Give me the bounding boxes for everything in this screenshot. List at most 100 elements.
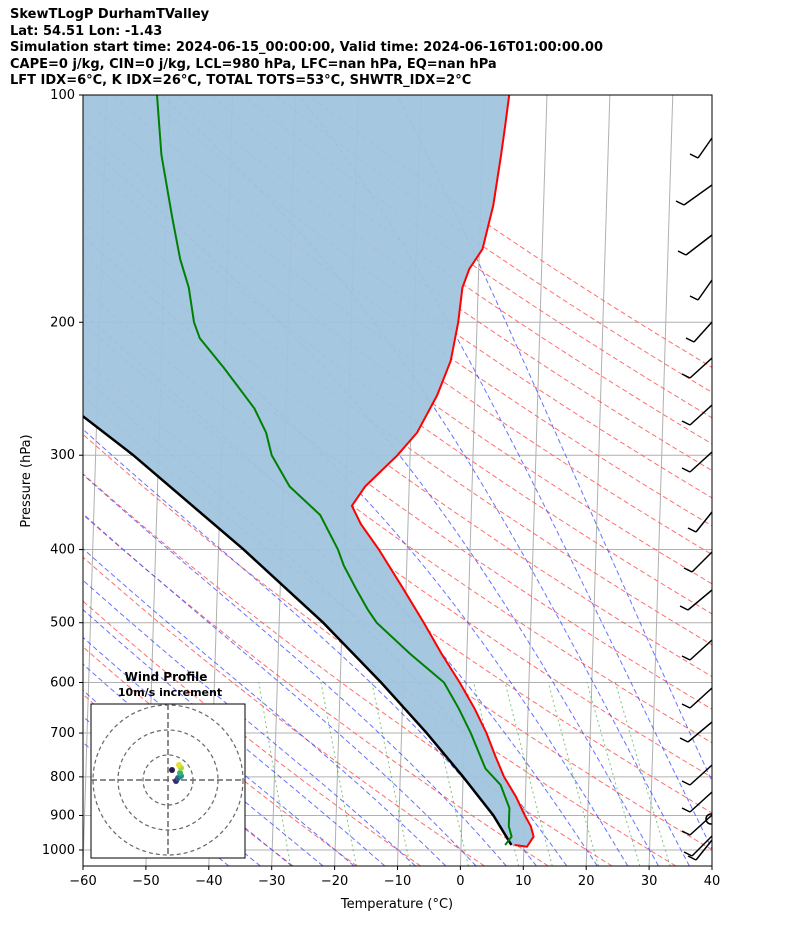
wind-barb-flag — [687, 527, 697, 533]
moist-adiabat — [298, 95, 712, 851]
wind-barb — [689, 451, 712, 473]
wind-barb — [683, 184, 712, 206]
isotherm-line — [711, 849, 712, 866]
wind-barb-flag — [683, 851, 693, 857]
location-line: Lat: 54.51 Lon: -1.43 — [10, 23, 163, 39]
chart-header: SkewTLogP DurhamTValley Lat: 54.51 Lon: … — [10, 7, 603, 90]
wind-barb — [687, 589, 712, 611]
x-tick-label: −60 — [69, 874, 96, 889]
x-tick-label: −40 — [195, 874, 222, 889]
wind-barb-flag — [681, 807, 691, 813]
wind-barb — [691, 551, 712, 573]
y-tick-label: 400 — [50, 543, 75, 558]
dry-adiabat — [83, 97, 712, 556]
mixing-ratio-line — [371, 682, 411, 866]
chart-title: SkewTLogP DurhamTValley — [10, 7, 210, 22]
dry-adiabat — [111, 95, 712, 527]
wind-barb — [689, 687, 712, 709]
dry-adiabat — [83, 287, 712, 744]
dry-adiabat — [83, 253, 712, 710]
wind-barb-flag — [683, 567, 693, 573]
calm-wind-circle — [705, 813, 712, 825]
moist-adiabat — [83, 636, 355, 866]
dry-adiabat — [83, 600, 421, 866]
isotherm-line — [648, 95, 674, 866]
moist-adiabat — [83, 235, 629, 866]
wind-barb — [689, 764, 712, 786]
temperature-line — [350, 95, 535, 848]
wind-barb-flag — [681, 703, 691, 709]
mixing-ratio-line — [426, 682, 469, 866]
mixing-ratio-line — [547, 682, 599, 866]
x-tick-label: −50 — [132, 874, 159, 889]
wind-barb — [697, 279, 712, 301]
moist-adiabat — [83, 548, 447, 866]
moist-adiabat — [83, 473, 507, 866]
mixing-ratio-line — [258, 682, 292, 866]
wind-barb-flag — [681, 780, 691, 786]
wind-barb — [689, 404, 712, 426]
y-axis-label: Pressure (hPa) — [19, 434, 34, 527]
wind-barb-flag — [679, 605, 689, 611]
x-tick-label: −20 — [321, 874, 348, 889]
wind-barb — [689, 814, 712, 836]
wind-barb — [689, 357, 712, 379]
x-axis-label: Temperature (°C) — [340, 897, 453, 912]
mixing-ratio-line — [504, 682, 553, 866]
time-line: Simulation start time: 2024-06-15_00:00:… — [10, 40, 603, 55]
cape-line: CAPE=0 j/kg, CIN=0 j/kg, LCL=980 hPa, LF… — [10, 56, 497, 72]
wind-barb-flag — [681, 467, 691, 473]
y-tick-label: 1000 — [42, 843, 75, 858]
dry-adiabat — [83, 646, 358, 866]
moist-adiabat — [83, 608, 386, 866]
wind-barb-flag — [689, 295, 699, 301]
wind-barb — [689, 791, 712, 813]
mixing-ratio-line — [586, 682, 641, 866]
x-tick-label: 30 — [641, 874, 658, 889]
moist-adiabat — [83, 513, 477, 866]
wind-barb-flag — [681, 373, 691, 379]
parcel-path-line — [83, 414, 513, 846]
wind-barb-flag — [685, 337, 695, 343]
wind-barb-flag — [681, 655, 691, 661]
hodograph-point — [177, 770, 183, 776]
hodograph-inset: Wind Profile 10m/s increment — [90, 670, 246, 859]
y-tick-label: 700 — [50, 726, 75, 741]
wind-barb-flag — [689, 153, 699, 159]
wind-barb — [693, 321, 712, 343]
wind-barb — [695, 511, 712, 533]
wind-barb-flag — [687, 855, 697, 861]
wind-barb-flag — [677, 250, 687, 256]
moist-adiabat — [396, 95, 712, 783]
dry-adiabat — [209, 95, 712, 445]
wind-barb-flag — [675, 200, 685, 206]
wind-barb-flag — [681, 420, 691, 426]
wind-barb — [687, 721, 712, 743]
dewpoint-line — [156, 95, 513, 846]
index-line: LFT IDX=6°C, K IDX=26°C, TOTAL TOTS=53°C… — [10, 73, 472, 88]
mixing-ratio-line — [320, 682, 357, 866]
y-tick-label: 500 — [50, 616, 75, 631]
x-tick-label: 40 — [704, 874, 721, 889]
hodograph-point — [176, 762, 182, 768]
y-tick-label: 100 — [50, 88, 75, 103]
x-tick-label: −10 — [384, 874, 411, 889]
wind-barb-flag — [679, 737, 689, 743]
x-tick-label: 20 — [578, 874, 595, 889]
dry-adiabat — [83, 473, 613, 866]
wind-barb-flag — [681, 830, 691, 836]
y-tick-label: 600 — [50, 676, 75, 691]
y-tick-label: 800 — [50, 770, 75, 785]
wind-barb — [685, 234, 712, 256]
wind-barb — [689, 639, 712, 661]
hodograph-point — [169, 767, 175, 773]
y-tick-label: 200 — [50, 315, 75, 330]
cin-shading — [83, 95, 534, 847]
dry-adiabat — [176, 95, 712, 472]
y-tick-label: 900 — [50, 808, 75, 823]
x-tick-label: −30 — [258, 874, 285, 889]
x-tick-label: 10 — [515, 874, 532, 889]
wind-barb — [691, 835, 712, 857]
y-tick-label: 300 — [50, 448, 75, 463]
